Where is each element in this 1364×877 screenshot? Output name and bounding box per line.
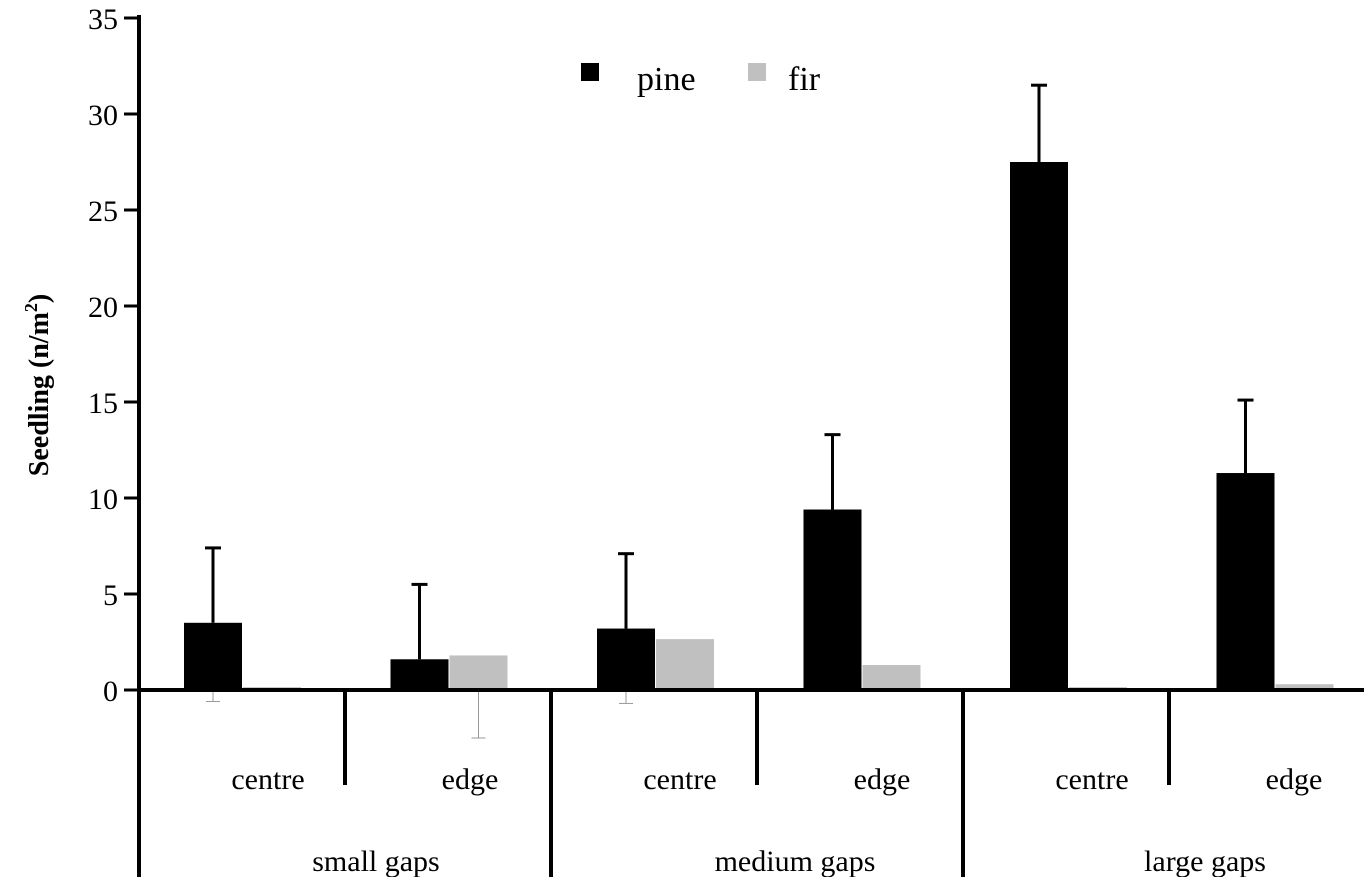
x-axis-labels: centre edge centre edge centre edge small gaps… bbox=[231, 692, 1322, 877]
bar-fir bbox=[656, 639, 714, 690]
x-subgroup-label: edge bbox=[442, 763, 499, 796]
y-axis-title-superscript: 2 bbox=[21, 303, 41, 312]
bar-pine bbox=[597, 628, 655, 690]
bars bbox=[184, 162, 1334, 690]
x-subgroup-label: centre bbox=[231, 763, 304, 796]
bar-fir bbox=[449, 655, 508, 690]
y-tick-label: 0 bbox=[103, 675, 118, 708]
axes bbox=[137, 15, 1364, 877]
x-group-label: medium gaps bbox=[715, 845, 876, 877]
y-tick-label: 5 bbox=[103, 579, 118, 612]
legend-swatch-pine bbox=[581, 63, 599, 81]
legend-label-pine: pine bbox=[637, 61, 696, 98]
y-axis-title-main: Seedling (n/m bbox=[24, 312, 55, 476]
bar-fir bbox=[1275, 684, 1334, 690]
y-axis-ticks: 0 5 10 15 20 25 30 35 bbox=[88, 3, 139, 708]
bar-pine bbox=[803, 509, 862, 690]
legend: pine fir bbox=[581, 61, 821, 98]
x-group-label: small gaps bbox=[312, 845, 440, 877]
legend-label-fir: fir bbox=[788, 61, 821, 98]
error-bars bbox=[205, 83, 1254, 739]
bar-pine bbox=[1216, 473, 1275, 690]
y-tick-label: 35 bbox=[88, 3, 118, 36]
y-axis-title: Seedling (n/m2) bbox=[21, 294, 55, 476]
y-tick-label: 10 bbox=[88, 483, 118, 516]
legend-swatch-fir bbox=[748, 63, 766, 81]
x-group-label: large gaps bbox=[1144, 845, 1266, 877]
y-tick-label: 30 bbox=[88, 99, 118, 132]
y-tick-label: 15 bbox=[88, 387, 118, 420]
bar-fir bbox=[862, 665, 921, 690]
x-subgroup-label: centre bbox=[643, 763, 716, 796]
bar-pine bbox=[390, 659, 449, 690]
y-tick-label: 25 bbox=[88, 195, 118, 228]
x-subgroup-label: edge bbox=[1266, 763, 1323, 796]
x-subgroup-label: centre bbox=[1055, 763, 1128, 796]
bar-pine bbox=[1010, 162, 1068, 690]
bar-pine bbox=[184, 622, 242, 690]
x-subgroup-label: edge bbox=[854, 763, 911, 796]
y-tick-label: 20 bbox=[88, 291, 118, 324]
y-axis-title-close: ) bbox=[24, 294, 55, 303]
